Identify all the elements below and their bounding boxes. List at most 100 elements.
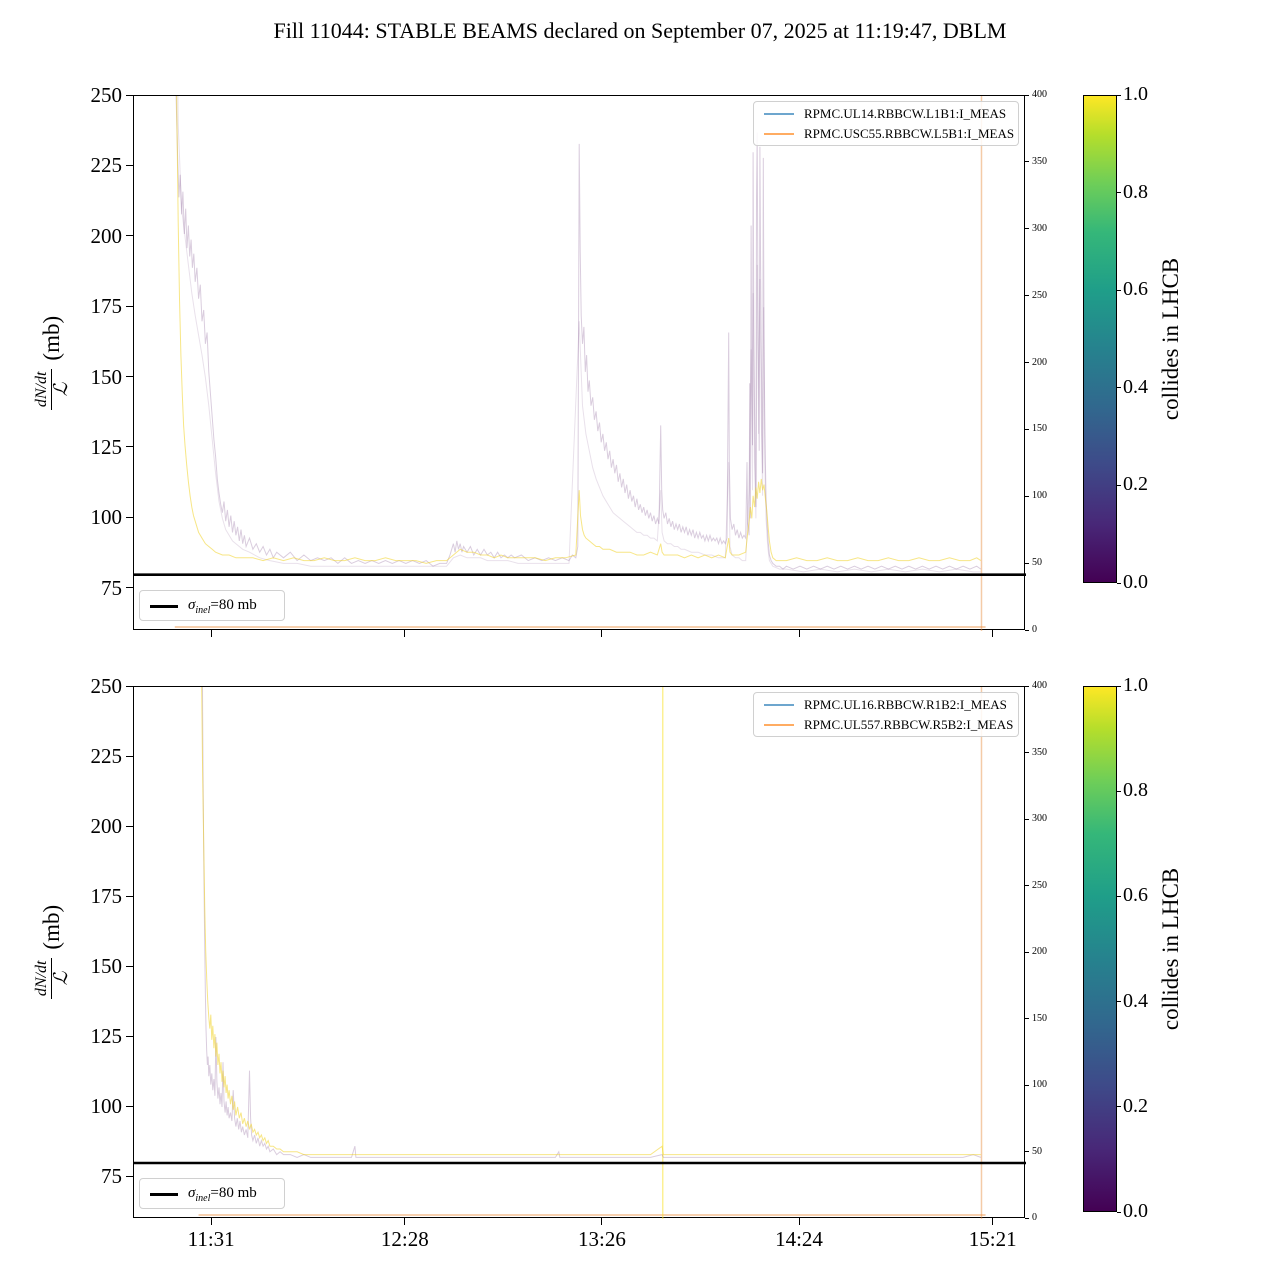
legend-label: RPMC.USC55.RBBCW.L5B1:I_MEAS (804, 126, 1015, 141)
series-dndt-collides1 (176, 96, 982, 564)
colorbar-tick-mark (1117, 582, 1121, 584)
legend-label: RPMC.UL16.RBBCW.R1B2:I_MEAS (804, 697, 1007, 712)
colorbar-tick-label: 0.2 (1123, 473, 1148, 496)
y2-tick-label: 0 (1032, 624, 1037, 635)
y2-tick-label: 300 (1032, 813, 1047, 824)
y2-tick-mark (1025, 161, 1029, 163)
legend-entry: RPMC.UL14.RBBCW.L1B1:I_MEAS (754, 104, 1018, 124)
x-tick-label: 11:31 (187, 1227, 235, 1251)
x-tick-mark (210, 1218, 212, 1225)
y-tick-label: 75 (101, 1164, 122, 1188)
x-tick-mark (992, 1218, 994, 1225)
y-tick-mark (126, 587, 133, 589)
legend-line-sample (764, 113, 794, 115)
colorbar (1083, 686, 1117, 1212)
colorbar-tick-label: 0.6 (1123, 278, 1148, 301)
x-tick-label: 13:26 (578, 1227, 626, 1251)
y2-tick-label: 250 (1032, 879, 1047, 891)
y-tick-label: 150 (90, 364, 123, 389)
y-tick-label: 75 (101, 575, 122, 600)
y2-tick-label: 400 (1032, 89, 1047, 100)
y2-tick-mark (1025, 428, 1029, 430)
y2-tick-mark (1025, 495, 1029, 497)
y-tick-mark (126, 685, 133, 687)
colorbar-tick-label: 0.8 (1123, 779, 1148, 802)
colorbar-tick-mark (1117, 895, 1121, 897)
colorbar-axis-label: collides in LHCB (1158, 867, 1183, 1031)
y-axis-fraction-numerator: dN/dt (32, 368, 52, 410)
y2-tick-mark (1025, 295, 1029, 297)
y2-tick-label: 400 (1032, 680, 1047, 691)
y-tick-mark (126, 755, 133, 757)
y-tick-label: 200 (90, 223, 123, 248)
colorbar-tick-mark (1117, 484, 1121, 486)
y-tick-label: 225 (90, 744, 123, 768)
plot-canvas (134, 687, 1026, 1219)
x-tick-label: 12:28 (380, 1227, 429, 1251)
y-axis-unit: (mb) (39, 904, 64, 950)
x-tick-mark (404, 1218, 406, 1225)
sigma-legend: σinel=80 mb (139, 590, 285, 621)
y-axis-label: dN/dt ℒ (mb) (27, 253, 77, 473)
y2-tick-mark (1025, 228, 1029, 230)
y-axis-fraction-denominator: ℒ (50, 971, 72, 986)
y-tick-mark (126, 94, 133, 96)
x-tick-mark (601, 1218, 603, 1225)
series-dndt-collides0-b (177, 96, 981, 573)
x-tick-mark (210, 630, 212, 637)
plot-canvas (134, 96, 1026, 631)
colorbar-tick-label: 1.0 (1123, 83, 1148, 105)
y2-tick-mark (1025, 362, 1029, 363)
colorbar-tick-label: 0.2 (1123, 1094, 1148, 1117)
y-tick-label: 250 (90, 674, 123, 698)
colorbar-tick-mark (1117, 94, 1121, 96)
y-tick-mark (126, 965, 133, 967)
legend-entry: RPMC.UL16.RBBCW.R1B2:I_MEAS (754, 695, 1018, 715)
y-tick-label: 100 (90, 505, 123, 530)
series-dndt-collides0 (201, 687, 981, 1158)
series-dndt-collides0-a (175, 96, 982, 570)
x-tick-mark (798, 1218, 800, 1225)
y-axis-fraction: dN/dt ℒ (32, 957, 72, 1000)
colorbar-tick-mark (1117, 685, 1121, 687)
y-axis-label: dN/dt ℒ (mb) (27, 842, 77, 1062)
y-axis-unit: (mb) (39, 315, 64, 361)
y-tick-label: 125 (90, 434, 123, 459)
legend-line-sample (764, 133, 794, 135)
y-tick-label: 175 (90, 884, 123, 908)
colorbar-tick-mark (1117, 289, 1121, 291)
y2-tick-label: 50 (1032, 1145, 1042, 1157)
series-dndt-collides1 (201, 687, 981, 1156)
y-axis-fraction-denominator: ℒ (50, 382, 72, 396)
y-tick-mark (126, 164, 133, 166)
colorbar-tick-mark (1117, 387, 1121, 389)
y2-tick-label: 200 (1032, 356, 1047, 368)
y-tick-mark (126, 305, 133, 307)
y2-tick-label: 150 (1032, 1012, 1047, 1024)
colorbar-tick-mark (1117, 192, 1121, 194)
y2-tick-mark (1025, 629, 1029, 631)
colorbar-tick-label: 1.0 (1123, 674, 1148, 696)
y2-tick-label: 300 (1032, 222, 1047, 234)
y-tick-mark (126, 446, 133, 448)
x-tick-mark (798, 630, 800, 637)
figure-title: Fill 11044: STABLE BEAMS declared on Sep… (273, 18, 1007, 43)
y-tick-mark (126, 1035, 133, 1037)
colorbar-tick-label: 0.4 (1123, 989, 1148, 1012)
y-tick-mark (126, 235, 133, 237)
y2-tick-label: 100 (1032, 490, 1047, 502)
y2-tick-label: 350 (1032, 746, 1047, 758)
legend-label: RPMC.UL557.RBBCW.R5B2:I_MEAS (804, 717, 1014, 732)
colorbar-tick-label: 0.4 (1123, 375, 1148, 398)
legend-entry: RPMC.UL557.RBBCW.R5B2:I_MEAS (754, 715, 1018, 735)
colorbar-tick-mark (1117, 1001, 1121, 1003)
y2-tick-label: 250 (1032, 289, 1047, 301)
y2-tick-label: 350 (1032, 155, 1047, 167)
y2-tick-mark (1025, 94, 1029, 96)
colorbar-tick-label: 0.8 (1123, 180, 1148, 203)
sigma-legend-line-sample (150, 605, 178, 608)
sigma-legend-label: σinel=80 mb (188, 597, 257, 616)
y-tick-mark (126, 1105, 133, 1107)
y-axis-fraction-numerator: dN/dt (32, 957, 52, 1000)
y2-tick-label: 50 (1032, 557, 1042, 569)
